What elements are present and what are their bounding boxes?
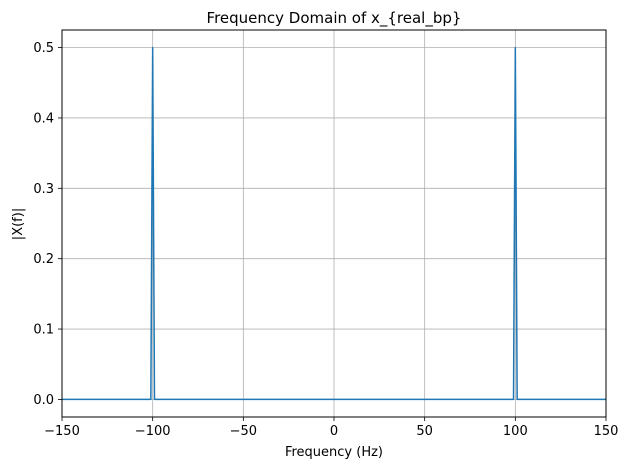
y-tick-label: 0.5 <box>33 41 54 56</box>
chart-title: Frequency Domain of x_{real_bp} <box>207 9 462 28</box>
x-tick-label: −50 <box>230 424 257 439</box>
series-line <box>62 46 606 401</box>
tick-layer: −150 −100 −50 0 50 100 150 0.0 0.1 0.2 0.3 0.4 0.5 <box>33 41 618 439</box>
y-tick-label: 0.1 <box>33 323 54 338</box>
y-axis-label: |X(f)| <box>11 208 26 240</box>
x-tick-label: −100 <box>135 424 171 439</box>
y-tick-label: 0.4 <box>33 111 54 126</box>
x-tick-label: 100 <box>503 424 528 439</box>
x-tick-label: 50 <box>416 424 433 439</box>
x-axis-label: Frequency (Hz) <box>285 445 383 460</box>
y-tick-label: 0.0 <box>33 393 54 408</box>
y-tick-label: 0.2 <box>33 252 54 267</box>
x-tick-label: 150 <box>594 424 619 439</box>
x-tick-label: 0 <box>330 424 338 439</box>
y-tick-label: 0.3 <box>33 182 54 197</box>
series-layer <box>62 46 606 401</box>
x-tick-label: −150 <box>44 424 80 439</box>
